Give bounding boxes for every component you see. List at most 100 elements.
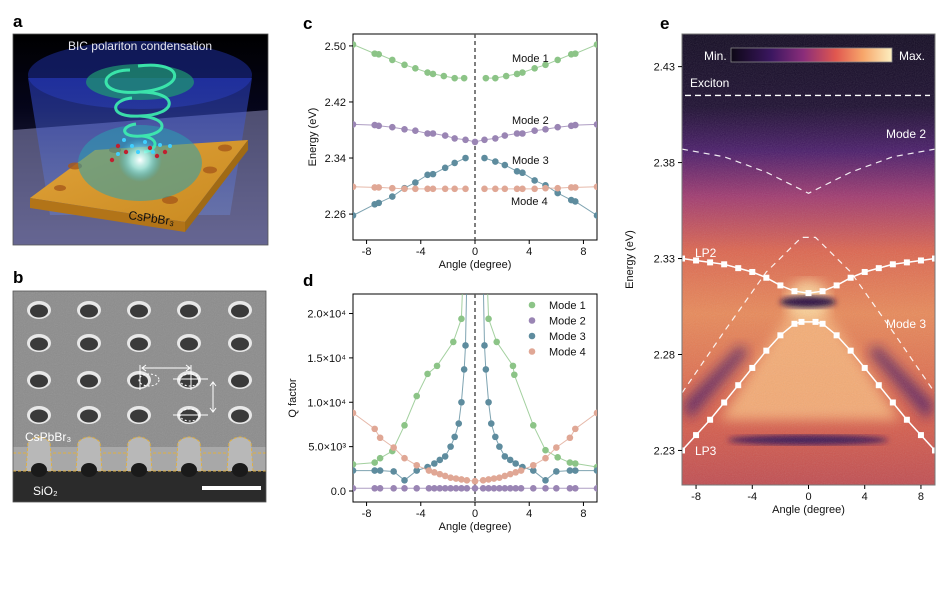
data-point-mode1 bbox=[412, 65, 419, 72]
data-point-mode2 bbox=[353, 121, 357, 128]
data-point-mode4 bbox=[572, 184, 579, 191]
data-point-mode3 bbox=[462, 342, 469, 349]
y-axis-label: Q factor bbox=[287, 378, 299, 417]
data-point-mode3 bbox=[593, 212, 597, 219]
data-point-mode2 bbox=[424, 130, 431, 137]
hole bbox=[80, 304, 98, 318]
lp2-data-point bbox=[693, 257, 700, 264]
data-point-mode1 bbox=[375, 51, 383, 58]
lp3-data-point bbox=[833, 332, 840, 339]
data-point-mode3 bbox=[519, 169, 526, 177]
fit-line-mode1 bbox=[353, 294, 597, 468]
hole bbox=[180, 374, 198, 388]
lp2-data-point bbox=[903, 259, 910, 266]
data-point-mode1 bbox=[353, 41, 357, 48]
pillar-cross-section bbox=[125, 436, 153, 472]
lp2-data-point bbox=[833, 282, 840, 289]
y-tick-label: 2.26 bbox=[325, 209, 346, 221]
x-axis-label: Angle (degree) bbox=[772, 504, 845, 516]
x-tick-label: -8 bbox=[362, 246, 372, 258]
x-tick-label: -8 bbox=[691, 491, 701, 503]
data-point-mode3 bbox=[458, 398, 465, 406]
y-tick-label: 2.0×10⁴ bbox=[307, 309, 346, 321]
y-tick-label: 0.0 bbox=[331, 486, 346, 498]
data-point-mode2 bbox=[429, 130, 437, 137]
data-point-mode3 bbox=[566, 467, 574, 474]
data-point-mode4 bbox=[542, 454, 549, 462]
lp3-data-point bbox=[707, 416, 714, 423]
data-point-mode4 bbox=[471, 477, 479, 485]
data-point-mode4 bbox=[531, 185, 538, 193]
data-point-mode4 bbox=[572, 425, 579, 433]
data-point-mode2 bbox=[566, 485, 574, 492]
data-point-mode1 bbox=[572, 460, 579, 467]
pillar-hole bbox=[232, 463, 248, 477]
data-point-mode3 bbox=[506, 456, 514, 464]
data-point-mode4 bbox=[441, 472, 449, 480]
data-point-mode2 bbox=[471, 485, 479, 492]
data-point-mode1 bbox=[482, 74, 490, 82]
panel-label-c: c bbox=[303, 14, 312, 33]
data-point-mode1 bbox=[502, 72, 510, 80]
data-point-mode3 bbox=[413, 467, 421, 474]
panel-label-b: b bbox=[13, 268, 23, 287]
lp2-data-point bbox=[777, 282, 784, 289]
panel-b-material-label: CsPbBr₃ bbox=[25, 430, 71, 444]
data-point-mode1 bbox=[401, 61, 408, 69]
y-tick-label: 2.42 bbox=[325, 97, 346, 109]
data-point-mode2 bbox=[531, 127, 538, 134]
hole bbox=[80, 409, 98, 423]
data-point-mode2 bbox=[529, 485, 537, 492]
pillar-cross-section bbox=[75, 436, 103, 472]
data-point-mode1 bbox=[376, 454, 384, 462]
y-tick-label: 2.33 bbox=[654, 254, 675, 266]
data-point-mode1 bbox=[451, 74, 458, 82]
hole bbox=[231, 409, 249, 423]
lp3-data-point bbox=[682, 447, 685, 454]
data-point-mode4 bbox=[431, 469, 438, 476]
lp2-data-point bbox=[805, 290, 812, 297]
data-point-mode4 bbox=[490, 475, 498, 482]
x-tick-label: 8 bbox=[580, 246, 586, 258]
pillar-cross-section bbox=[25, 436, 53, 472]
particles bbox=[109, 138, 172, 163]
data-point-mode4 bbox=[441, 185, 449, 193]
data-point-mode4 bbox=[496, 474, 503, 481]
lp2-data-point bbox=[875, 265, 882, 272]
lp3-data-point bbox=[777, 332, 784, 339]
y-tick-label: 1.0×10⁴ bbox=[307, 397, 346, 409]
data-point-mode1 bbox=[542, 446, 549, 454]
data-point-mode3 bbox=[512, 460, 519, 467]
pillar-cross-section bbox=[175, 436, 203, 472]
data-point-mode3 bbox=[424, 171, 431, 179]
panel-a-material-label: CsPbBr₃ bbox=[128, 208, 176, 228]
data-point-mode4 bbox=[452, 475, 460, 482]
hole bbox=[180, 337, 198, 351]
hole bbox=[130, 409, 148, 423]
lp2-data-point bbox=[932, 255, 935, 262]
data-point-mode4 bbox=[553, 444, 560, 451]
mode2-label: Mode 2 bbox=[886, 127, 926, 141]
data-point-mode3 bbox=[412, 179, 419, 186]
hole bbox=[231, 304, 249, 318]
data-point-mode2 bbox=[463, 485, 471, 492]
data-point-mode4 bbox=[425, 467, 433, 474]
data-point-mode2 bbox=[513, 130, 521, 137]
data-point-mode3 bbox=[390, 468, 397, 475]
lp2-data-point bbox=[791, 288, 798, 295]
data-point-mode3 bbox=[531, 177, 538, 184]
data-point-mode4 bbox=[566, 434, 574, 442]
hole bbox=[30, 374, 48, 388]
pillar-hole bbox=[181, 463, 197, 477]
data-point-mode2 bbox=[519, 130, 526, 137]
data-point-mode2 bbox=[425, 485, 433, 492]
y-tick-label: 2.50 bbox=[325, 41, 346, 53]
data-point-mode2 bbox=[501, 132, 509, 139]
data-point-mode3 bbox=[554, 189, 561, 197]
data-point-mode2 bbox=[490, 485, 498, 492]
data-point-mode4 bbox=[458, 476, 465, 483]
x-tick-label: -4 bbox=[747, 491, 757, 503]
y-tick-label: 2.34 bbox=[325, 153, 346, 165]
data-point-mode3 bbox=[496, 443, 503, 450]
